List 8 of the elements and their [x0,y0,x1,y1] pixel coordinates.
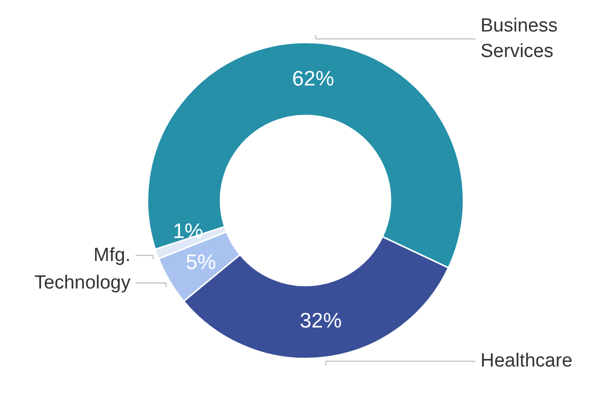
data-label: 5% [186,250,216,274]
slice-label: Healthcare [480,350,572,372]
data-label: 1% [172,220,204,244]
data-label: 32% [300,310,342,333]
slice-label: Technology [34,272,131,294]
slice-label: Business Services [480,16,558,62]
slice-label: Mfg. [94,244,130,266]
data-label: 62% [292,68,334,91]
